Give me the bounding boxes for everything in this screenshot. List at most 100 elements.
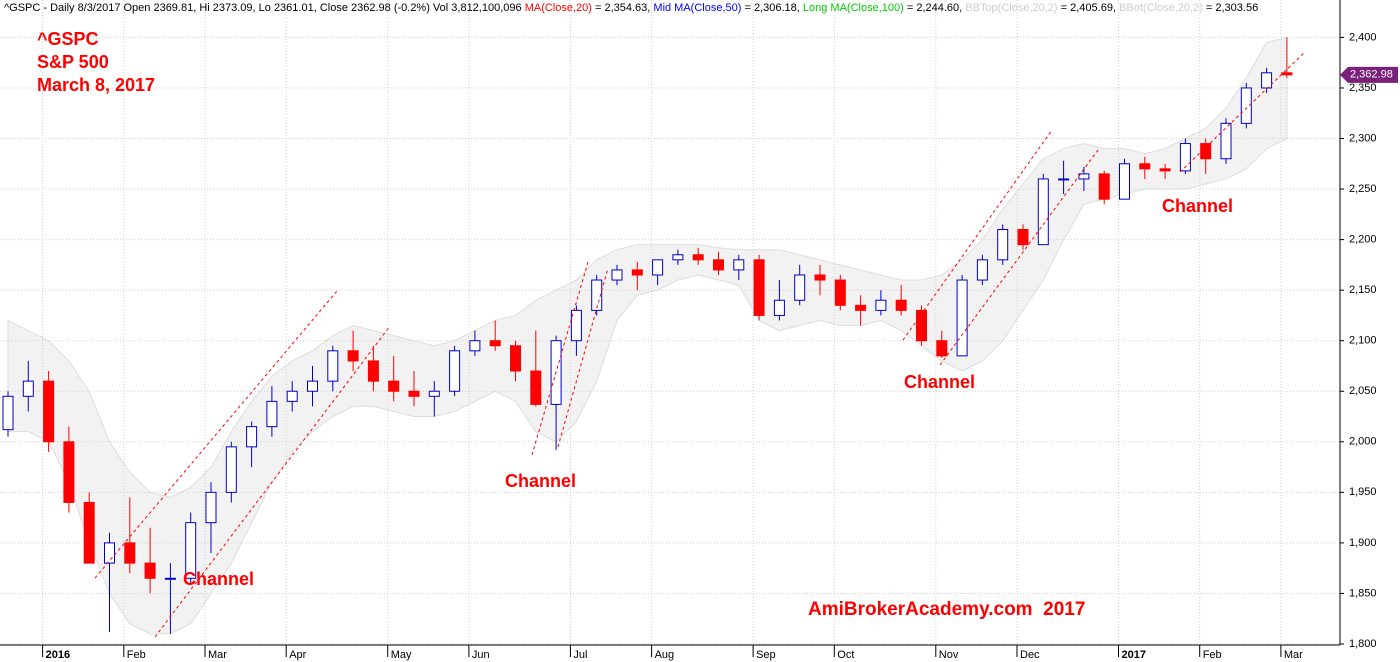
candle-body [1017, 228, 1029, 246]
candle-body [834, 279, 846, 306]
candle-body [1281, 72, 1293, 76]
channel-line [557, 267, 609, 448]
candle-body [367, 360, 379, 382]
candle-body [286, 390, 298, 402]
x-tick-label: Jun [472, 649, 490, 661]
channel-lines [94, 51, 1306, 638]
candle-body [124, 542, 136, 564]
candle-body [1119, 163, 1130, 200]
x-tick-label: Mar [1284, 649, 1303, 661]
candle-body [1261, 72, 1273, 89]
candle-body [1240, 87, 1252, 124]
header-part: = 2,244.60, [904, 2, 965, 14]
header-part: ^GSPC - Daily 8/3/2017 Open 2369.81, Hi … [4, 2, 525, 14]
candle-body [185, 522, 197, 579]
y-tick-label: 2,050 [1349, 385, 1377, 397]
candle-body [672, 254, 684, 261]
y-tick-label: 2,250 [1349, 183, 1377, 195]
channel-label: Channel [1162, 196, 1233, 216]
candle-body [246, 426, 258, 448]
candle-body [1159, 168, 1171, 172]
y-tick-label: 2,400 [1349, 31, 1377, 43]
candle-body [428, 390, 440, 397]
header-part: Mid MA(Close,50) [653, 2, 741, 14]
header-part: = 2,354.63, [592, 2, 653, 14]
price-tag [1340, 66, 1398, 83]
candle-body [266, 400, 278, 428]
candle-body [916, 309, 927, 342]
candle-body [1200, 143, 1212, 160]
candle-body [469, 340, 481, 352]
candle-body [530, 370, 542, 405]
candle-body [570, 309, 582, 342]
candle-body [22, 380, 34, 397]
header-part: = 2,405.69, [1058, 2, 1119, 14]
candle-body [408, 390, 420, 397]
candle-body [1139, 163, 1151, 170]
y-tick-label: 2,000 [1349, 436, 1377, 448]
candle-body [449, 350, 461, 392]
y-tick-label: 2,300 [1349, 132, 1377, 144]
header-part: MA(Close,20) [525, 2, 592, 14]
candle-body [692, 254, 704, 261]
candle-body [43, 380, 55, 443]
header: ^GSPC - Daily 8/3/2017 Open 2369.81, Hi … [4, 2, 1258, 14]
candle-body [388, 380, 400, 392]
candle-body [794, 274, 806, 301]
index-name: S&P 500 [37, 52, 109, 72]
x-tick-label: Jul [573, 649, 587, 661]
watermark: AmiBrokerAcademy.com 2017 [808, 599, 1085, 620]
candle-body [713, 259, 724, 271]
candle-body [104, 542, 115, 564]
candle-body [976, 259, 988, 281]
candle-body [733, 259, 745, 271]
candle-body [652, 259, 664, 276]
header-part: = 2,306.18, [741, 2, 802, 14]
candle-body [2, 395, 14, 431]
candle-body [164, 577, 176, 580]
channel-line [1179, 51, 1306, 173]
channel-line [154, 325, 391, 638]
x-tick-label: Aug [655, 649, 675, 661]
candle-body [1037, 178, 1049, 246]
y-tick-label: 1,900 [1349, 537, 1377, 549]
y-tick-label: 2,200 [1349, 234, 1377, 246]
candle-body [510, 345, 521, 372]
channel-label: Channel [183, 569, 254, 589]
header-part: = 2,303.56 [1203, 2, 1258, 14]
candle-body [1220, 122, 1232, 160]
candle-body [814, 274, 826, 281]
candle-body [307, 380, 318, 392]
candle-body [1058, 178, 1070, 181]
candle-body [936, 340, 948, 357]
candle-body [347, 350, 359, 362]
candle-body [753, 259, 765, 316]
candle-body [225, 446, 237, 493]
candle-body [631, 269, 643, 276]
channel-line [939, 149, 1099, 366]
candle-body [895, 299, 907, 311]
channel-label: Channel [505, 471, 576, 491]
header-part: Long MA(Close,100) [803, 2, 904, 14]
y-tick-label: 1,950 [1349, 486, 1377, 498]
x-tick-label: Oct [837, 649, 854, 661]
candle-body [855, 304, 867, 311]
channel-label: Channel [904, 372, 975, 392]
candle-body [205, 491, 217, 524]
price-tag-label: 2,362.98 [1350, 69, 1393, 81]
candle-body [997, 228, 1009, 261]
bollinger-band [7, 36, 1288, 635]
candle-body [489, 340, 501, 347]
x-tick-label: Feb [127, 649, 146, 661]
channel-line [902, 129, 1053, 341]
channel-line [94, 290, 338, 579]
candle-body [1098, 173, 1110, 200]
y-tick-label: 2,350 [1349, 82, 1377, 94]
date-label: March 8, 2017 [37, 75, 155, 95]
candle-body [144, 562, 156, 579]
y-tick-label: 2,100 [1349, 335, 1377, 347]
x-tick-label: Apr [289, 649, 306, 661]
x-tick-label: Sep [756, 649, 776, 661]
